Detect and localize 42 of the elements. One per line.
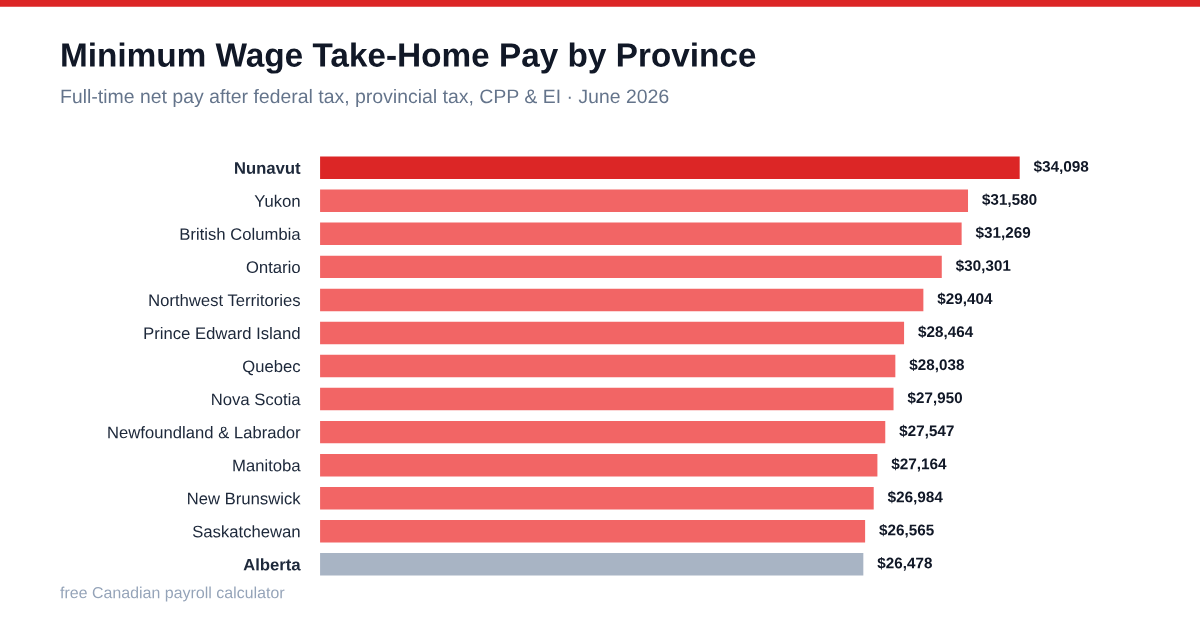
y-tick-label: Nunavut <box>235 162 301 174</box>
bar <box>320 420 886 444</box>
y-tick-label: Manitoba <box>233 459 301 472</box>
data-label: $27,164 <box>891 457 947 472</box>
data-label: $28,038 <box>909 358 964 373</box>
data-label: $31,580 <box>982 193 1037 208</box>
bar <box>320 520 866 543</box>
data-label: $27,950 <box>907 391 963 406</box>
bar <box>320 189 969 213</box>
y-tick-label: Yukon <box>254 194 300 207</box>
bar <box>320 222 962 246</box>
y-tick-label: Newfoundland & Labrador <box>108 426 301 439</box>
data-label: $26,565 <box>879 523 934 538</box>
data-label: $31,269 <box>975 226 1031 241</box>
y-tick-label: Nova Scotia <box>212 393 301 406</box>
y-tick-label: Ontario <box>246 260 300 274</box>
bar <box>320 354 896 378</box>
bar <box>320 553 864 576</box>
bar <box>320 387 894 411</box>
data-label: $30,301 <box>955 259 1011 274</box>
bar <box>320 288 924 312</box>
data-label: $28,464 <box>918 325 974 340</box>
y-tick-label: Saskatchewan <box>192 525 300 538</box>
bar <box>320 487 874 510</box>
text: free Canadian payroll calculator <box>60 586 285 602</box>
chart-subtitle: Full-time net pay after federal tax, provincial tax, CPP & EI · June 2026 <box>61 88 669 108</box>
y-tick-label: Alberta <box>243 558 301 571</box>
data-label: $27,547 <box>899 424 954 439</box>
y-tick-label: Northwest Territories <box>149 293 300 307</box>
y-tick-label: Quebec <box>243 359 301 376</box>
bar <box>320 156 1020 179</box>
chart-title: Minimum Wage Take-Home Pay by Province <box>62 42 756 74</box>
bar <box>320 321 905 345</box>
data-label: $26,478 <box>877 556 932 571</box>
bar <box>320 453 878 477</box>
bar <box>320 255 942 279</box>
data-label: $26,984 <box>887 490 943 505</box>
y-tick-label: New Brunswick <box>188 492 301 505</box>
y-tick-label: Prince Edward Island <box>144 326 300 340</box>
y-tick-label: British Columbia <box>180 227 301 241</box>
data-label: $29,404 <box>937 292 993 307</box>
data-label: $34,098 <box>1033 160 1089 175</box>
